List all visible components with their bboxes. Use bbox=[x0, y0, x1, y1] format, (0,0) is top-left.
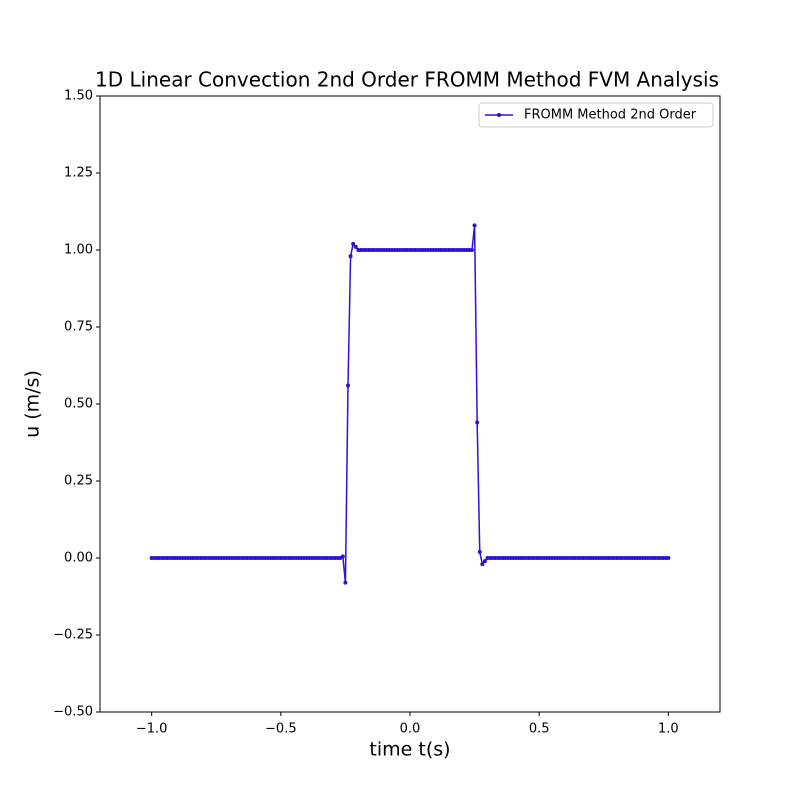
data-point bbox=[351, 241, 356, 246]
data-point bbox=[475, 420, 480, 425]
data-point bbox=[340, 554, 345, 559]
data-point bbox=[343, 580, 348, 585]
legend-marker bbox=[497, 113, 501, 117]
data-point bbox=[346, 383, 350, 388]
data-point bbox=[666, 556, 671, 560]
chart-title: 1D Linear Convection 2nd Order FROMM Met… bbox=[95, 68, 719, 92]
x-tick-label: 0.0 bbox=[400, 722, 421, 737]
data-point bbox=[477, 549, 482, 554]
data-point bbox=[480, 562, 485, 567]
x-tick-label: −1.0 bbox=[136, 722, 168, 737]
series-line bbox=[151, 225, 669, 583]
plot-frame bbox=[99, 95, 721, 713]
data-point bbox=[470, 248, 474, 252]
legend-label: FROMM Method 2nd Order bbox=[524, 108, 697, 123]
data-point bbox=[348, 254, 353, 259]
data-point bbox=[482, 559, 487, 564]
y-tick-label: −0.25 bbox=[53, 628, 93, 643]
data-point bbox=[353, 244, 358, 249]
x-axis-label: time t(s) bbox=[369, 739, 450, 761]
x-tick-label: 1.0 bbox=[658, 722, 679, 737]
y-tick-label: 1.00 bbox=[64, 243, 93, 258]
y-tick-label: 1.50 bbox=[64, 89, 93, 104]
y-tick-label: 0.75 bbox=[64, 320, 93, 335]
y-tick-label: 0.50 bbox=[64, 397, 93, 412]
y-tick-label: 1.25 bbox=[64, 166, 93, 181]
data-point bbox=[472, 223, 477, 228]
y-tick-label: 0.25 bbox=[64, 474, 93, 489]
y-tick-label: −0.50 bbox=[53, 705, 93, 720]
legend-box bbox=[478, 102, 714, 128]
y-axis-label: u (m/s) bbox=[22, 370, 44, 438]
x-tick-label: 0.5 bbox=[529, 722, 550, 737]
y-tick-label: 0.00 bbox=[64, 551, 93, 566]
x-tick-label: −0.5 bbox=[265, 722, 297, 737]
